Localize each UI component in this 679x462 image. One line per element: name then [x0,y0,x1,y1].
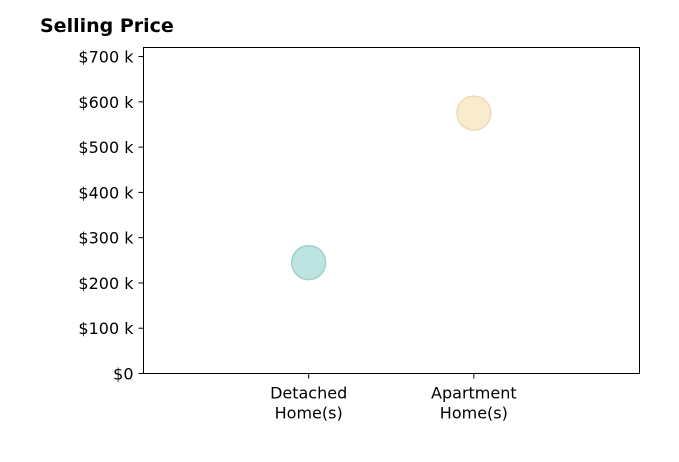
x-tick-label: Detached Home(s) [270,384,347,423]
plot-area-frame [143,47,640,374]
y-tick-label: $600 k [78,93,134,112]
y-tick-label: $500 k [78,138,134,157]
y-tick-label: $100 k [78,319,134,338]
x-tick-label: Apartment Home(s) [431,384,517,423]
x-tick-label-line: Home(s) [275,404,343,423]
y-tick-label: $700 k [78,48,134,67]
data-point [456,95,492,131]
data-point [290,244,327,281]
x-axis: Detached Home(s)Apartment Home(s) [270,373,517,423]
y-axis: $0 $100 k $200 k $300 k $400 k $500 k $600 k $7… [78,48,144,384]
y-tick-label: $400 k [78,183,134,202]
x-tick-label-line: Apartment [431,384,517,403]
y-tick-label: $200 k [78,274,134,293]
y-tick-label: $300 k [78,229,134,248]
y-tick-label: $0 [113,365,133,384]
chart-title: Selling Price [40,15,174,37]
x-tick-label-line: Home(s) [440,404,508,423]
x-tick-label-line: Detached [270,384,347,403]
data-points [290,95,492,281]
